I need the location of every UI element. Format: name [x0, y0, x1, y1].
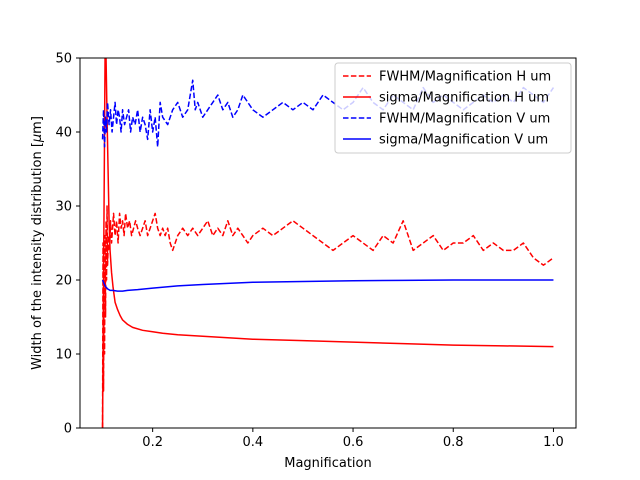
y-tick-label: 50	[55, 52, 72, 67]
y-axis-title-mu: μ	[30, 134, 45, 143]
x-tick-label: 0.4	[243, 435, 264, 450]
y-tick-label: 20	[55, 274, 72, 289]
series-line-4	[101, 279, 554, 292]
series-line-1	[101, 205, 554, 428]
legend-label-4: sigma/Magnification V um	[379, 133, 548, 148]
y-tick-label: 40	[55, 126, 72, 141]
y-axis-title: Width of the intensity distribution [μm]	[30, 116, 45, 370]
x-tick-label: 0.6	[343, 435, 364, 450]
series-line-2	[101, 58, 554, 428]
y-axis-title-suffix: m]	[30, 116, 45, 134]
legend-box	[334, 62, 572, 154]
legend: FWHM/Magnification H um sigma/Magnificati…	[334, 62, 572, 154]
y-tick-label: 30	[55, 200, 72, 215]
y-axis-title-prefix: Width of the intensity distribution [	[30, 142, 45, 370]
x-tick-label: 1.0	[543, 435, 564, 450]
y-tick-label: 10	[55, 348, 72, 363]
legend-label-3: FWHM/Magnification V um	[379, 112, 550, 127]
x-tick-label: 0.2	[142, 435, 163, 450]
x-tick-label: 0.8	[443, 435, 464, 450]
y-tick-label: 0	[64, 422, 72, 437]
legend-label-2: sigma/Magnification H um	[379, 91, 549, 106]
plot-frame	[79, 57, 577, 429]
x-axis-title: Magnification	[284, 456, 372, 471]
ticks-layer: 0.2 0.4 0.6 0.8 1.0 0 10 20 30 40 50	[55, 52, 563, 451]
legend-label-1: FWHM/Magnification H um	[379, 70, 551, 85]
